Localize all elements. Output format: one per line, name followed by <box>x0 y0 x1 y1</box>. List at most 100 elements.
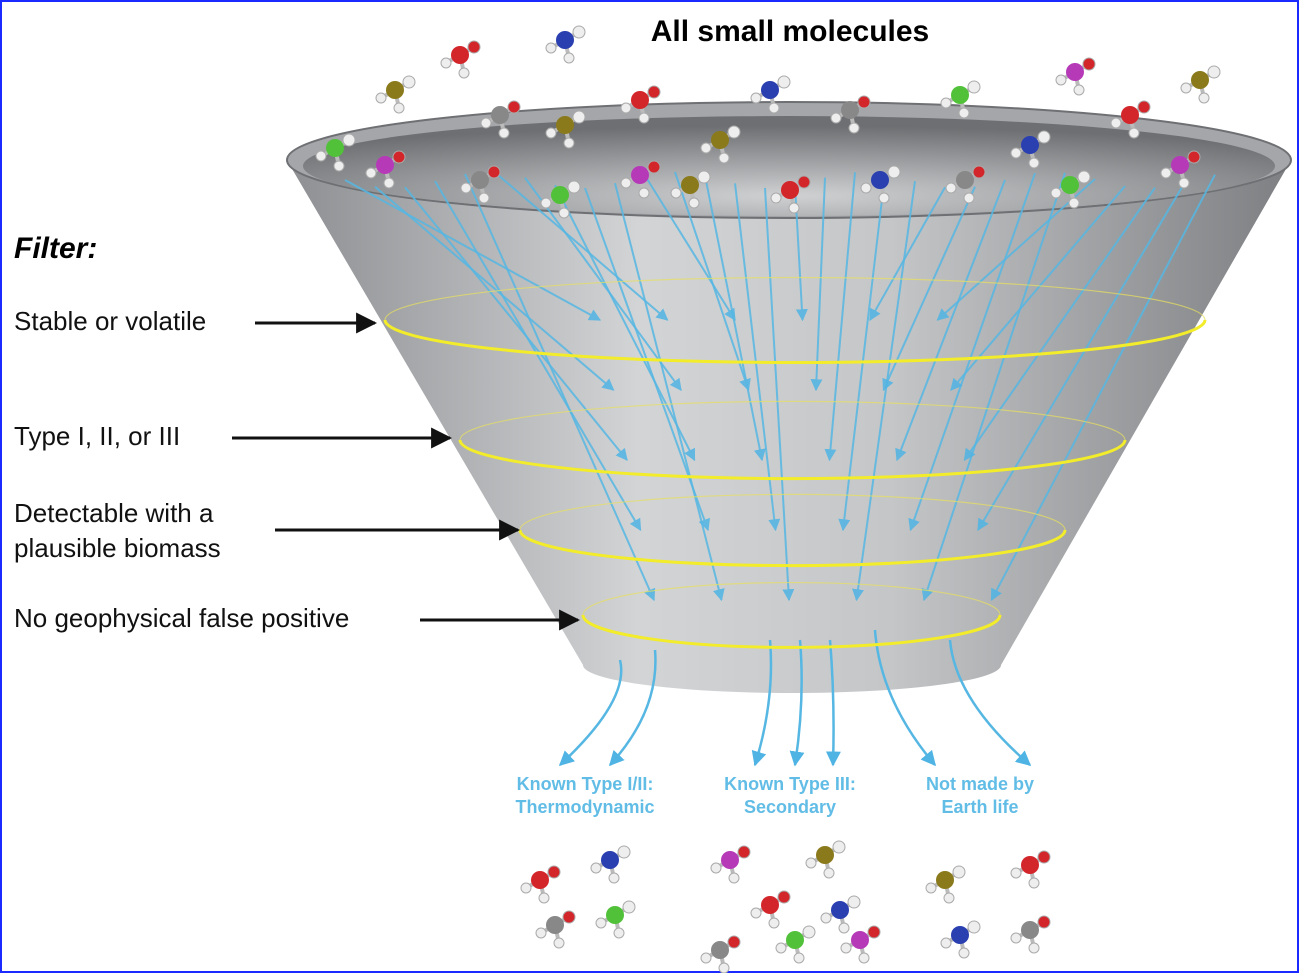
atom <box>793 952 805 964</box>
atom <box>383 177 395 189</box>
atom <box>867 925 881 939</box>
ring-front <box>458 439 1127 481</box>
stream <box>824 172 856 462</box>
atom <box>1037 130 1051 144</box>
atom <box>572 25 586 39</box>
ring-back <box>519 493 1066 531</box>
atom <box>460 182 472 194</box>
atom <box>617 845 631 859</box>
atom <box>887 165 901 179</box>
stream <box>838 173 886 532</box>
atom <box>945 182 957 194</box>
filter-heading: Filter: <box>14 232 97 265</box>
atom <box>1021 136 1039 154</box>
atom <box>1068 197 1080 209</box>
atom <box>467 40 481 54</box>
atom <box>572 110 586 124</box>
filter-label: Stable or volatile <box>14 306 206 336</box>
stream <box>921 172 1066 602</box>
atom <box>386 81 404 99</box>
atom <box>590 862 602 874</box>
atom <box>823 867 835 879</box>
atom <box>936 871 954 889</box>
output-label: Earth life <box>941 797 1018 817</box>
atom <box>700 952 712 964</box>
atom <box>786 931 804 949</box>
filter-label: Detectable with a <box>14 498 214 528</box>
atom <box>832 840 846 854</box>
stream <box>764 187 795 602</box>
filter-label: No geophysical false positive <box>14 603 349 633</box>
atom <box>1050 187 1062 199</box>
atom <box>1198 92 1210 104</box>
atom <box>613 927 625 939</box>
atom <box>392 150 406 164</box>
atom <box>531 871 549 889</box>
atom <box>718 962 730 973</box>
atom <box>710 862 722 874</box>
atom <box>1021 856 1039 874</box>
atom <box>958 107 970 119</box>
atom <box>777 890 791 904</box>
atom <box>556 116 574 134</box>
atom <box>1037 850 1051 864</box>
atom <box>620 102 632 114</box>
ring-front <box>383 319 1207 364</box>
atom <box>951 926 969 944</box>
atom <box>721 851 739 869</box>
atom <box>1010 867 1022 879</box>
atom <box>540 197 552 209</box>
output-label: Known Type I/II: <box>517 774 654 794</box>
atom <box>781 181 799 199</box>
filter-label: plausible biomass <box>14 533 221 563</box>
atom <box>871 171 889 189</box>
output-label: Thermodynamic <box>515 797 654 817</box>
atom <box>830 112 842 124</box>
atom <box>326 139 344 157</box>
atom <box>333 160 345 172</box>
atom <box>878 192 890 204</box>
atom <box>848 122 860 134</box>
atom <box>768 102 780 114</box>
atom <box>750 92 762 104</box>
atom <box>797 175 811 189</box>
atom <box>487 165 501 179</box>
atom <box>1077 170 1091 184</box>
exit-stream <box>825 639 841 767</box>
molecules <box>315 25 1221 973</box>
atom <box>562 910 576 924</box>
atom <box>558 207 570 219</box>
atom <box>681 176 699 194</box>
ring-back <box>459 400 1126 441</box>
atom <box>838 922 850 934</box>
exit-stream <box>789 639 805 767</box>
atom <box>711 131 729 149</box>
ring-front <box>581 614 1002 649</box>
title: All small molecules <box>651 15 929 48</box>
atom <box>547 865 561 879</box>
atom <box>1110 117 1122 129</box>
atom <box>727 935 741 949</box>
filter-rings <box>383 276 1207 649</box>
atom <box>342 133 356 147</box>
atom <box>507 100 521 114</box>
atom <box>840 942 852 954</box>
atom <box>750 907 762 919</box>
atom <box>440 57 452 69</box>
stream <box>810 177 826 392</box>
atom <box>1073 84 1085 96</box>
output-label: Known Type III: <box>724 774 856 794</box>
stream <box>404 186 628 461</box>
atom <box>940 937 952 949</box>
stream <box>977 181 1186 532</box>
stream <box>734 183 781 532</box>
atom <box>1171 156 1189 174</box>
atom <box>820 912 832 924</box>
atom <box>940 97 952 109</box>
stream <box>344 179 602 321</box>
atom <box>1021 921 1039 939</box>
stream <box>434 180 642 532</box>
atom <box>480 117 492 129</box>
atom <box>1066 63 1084 81</box>
